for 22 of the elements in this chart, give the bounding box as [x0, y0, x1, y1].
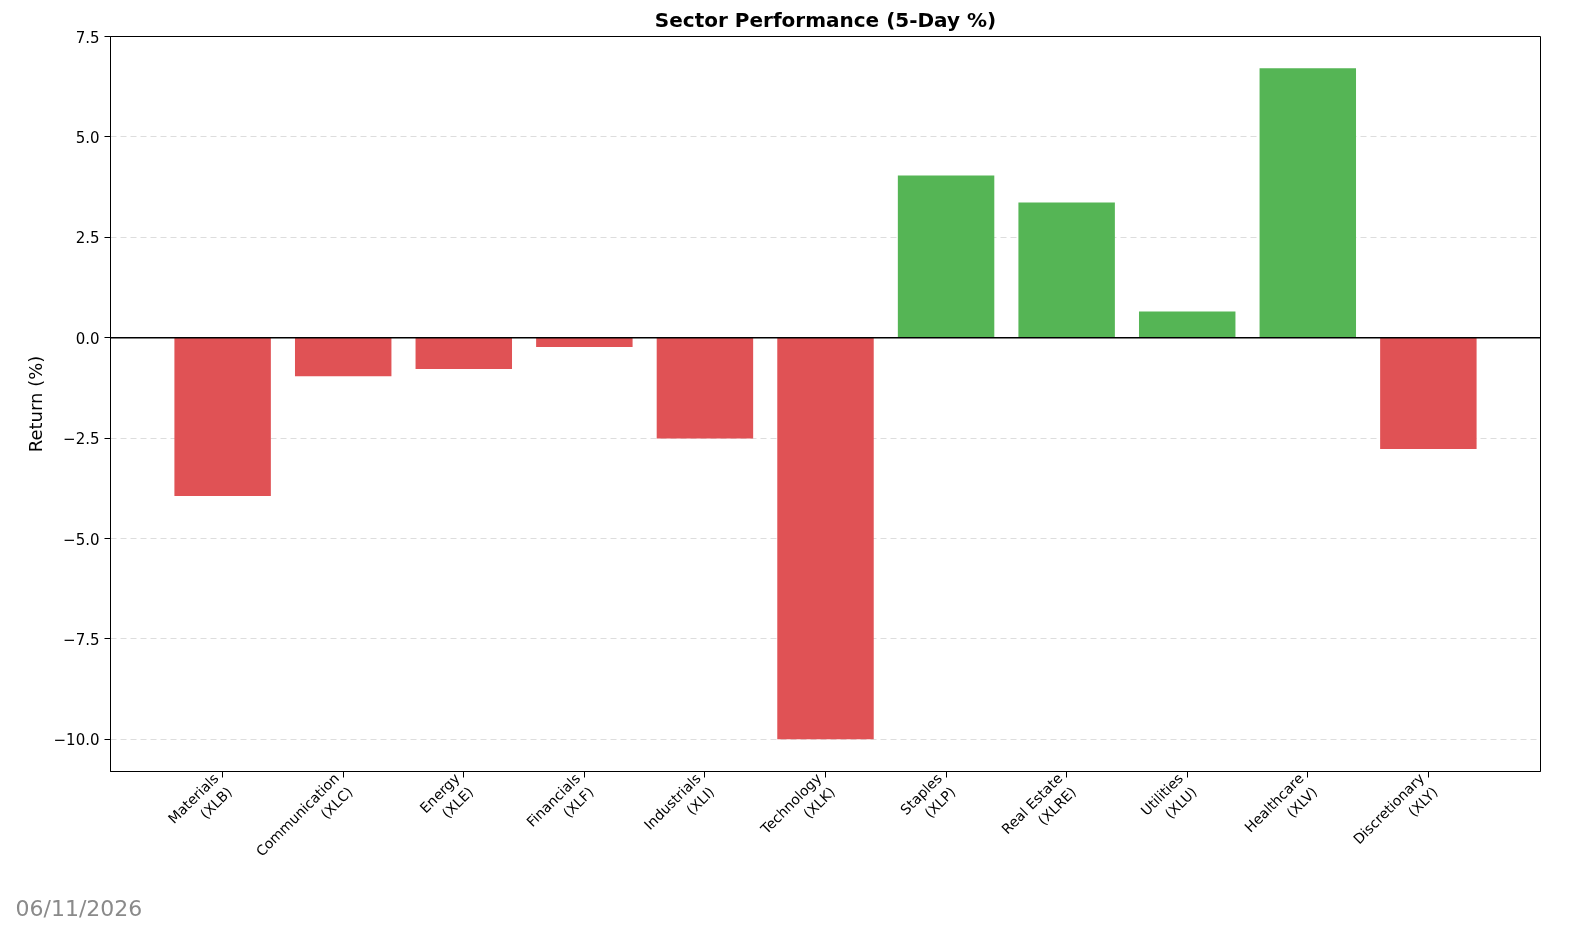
- y-tick-label: −7.5: [63, 630, 100, 649]
- bar: [1259, 68, 1357, 338]
- chart-title: Sector Performance (5-Day %): [654, 7, 997, 32]
- y-tick-label: 2.5: [75, 229, 100, 248]
- y-axis-title: Return (%): [24, 355, 46, 453]
- bar: [174, 337, 271, 496]
- y-tick-label: 0.0: [75, 329, 100, 348]
- y-tick-label: −2.5: [63, 430, 100, 449]
- bar: [656, 337, 754, 439]
- y-tick-label: 5.0: [75, 128, 100, 147]
- bar: [1380, 337, 1477, 449]
- bar: [777, 337, 874, 740]
- text: 06/11/2026: [15, 895, 143, 921]
- bar: [294, 337, 392, 377]
- y-tick-label: 7.5: [75, 28, 100, 47]
- y-tick-label: −10.0: [53, 731, 100, 750]
- bar: [415, 337, 513, 370]
- bar: [1018, 202, 1115, 338]
- y-tick-label: −5.0: [63, 530, 100, 549]
- bar: [897, 175, 995, 338]
- bar: [1138, 311, 1236, 338]
- bar: [536, 337, 633, 347]
